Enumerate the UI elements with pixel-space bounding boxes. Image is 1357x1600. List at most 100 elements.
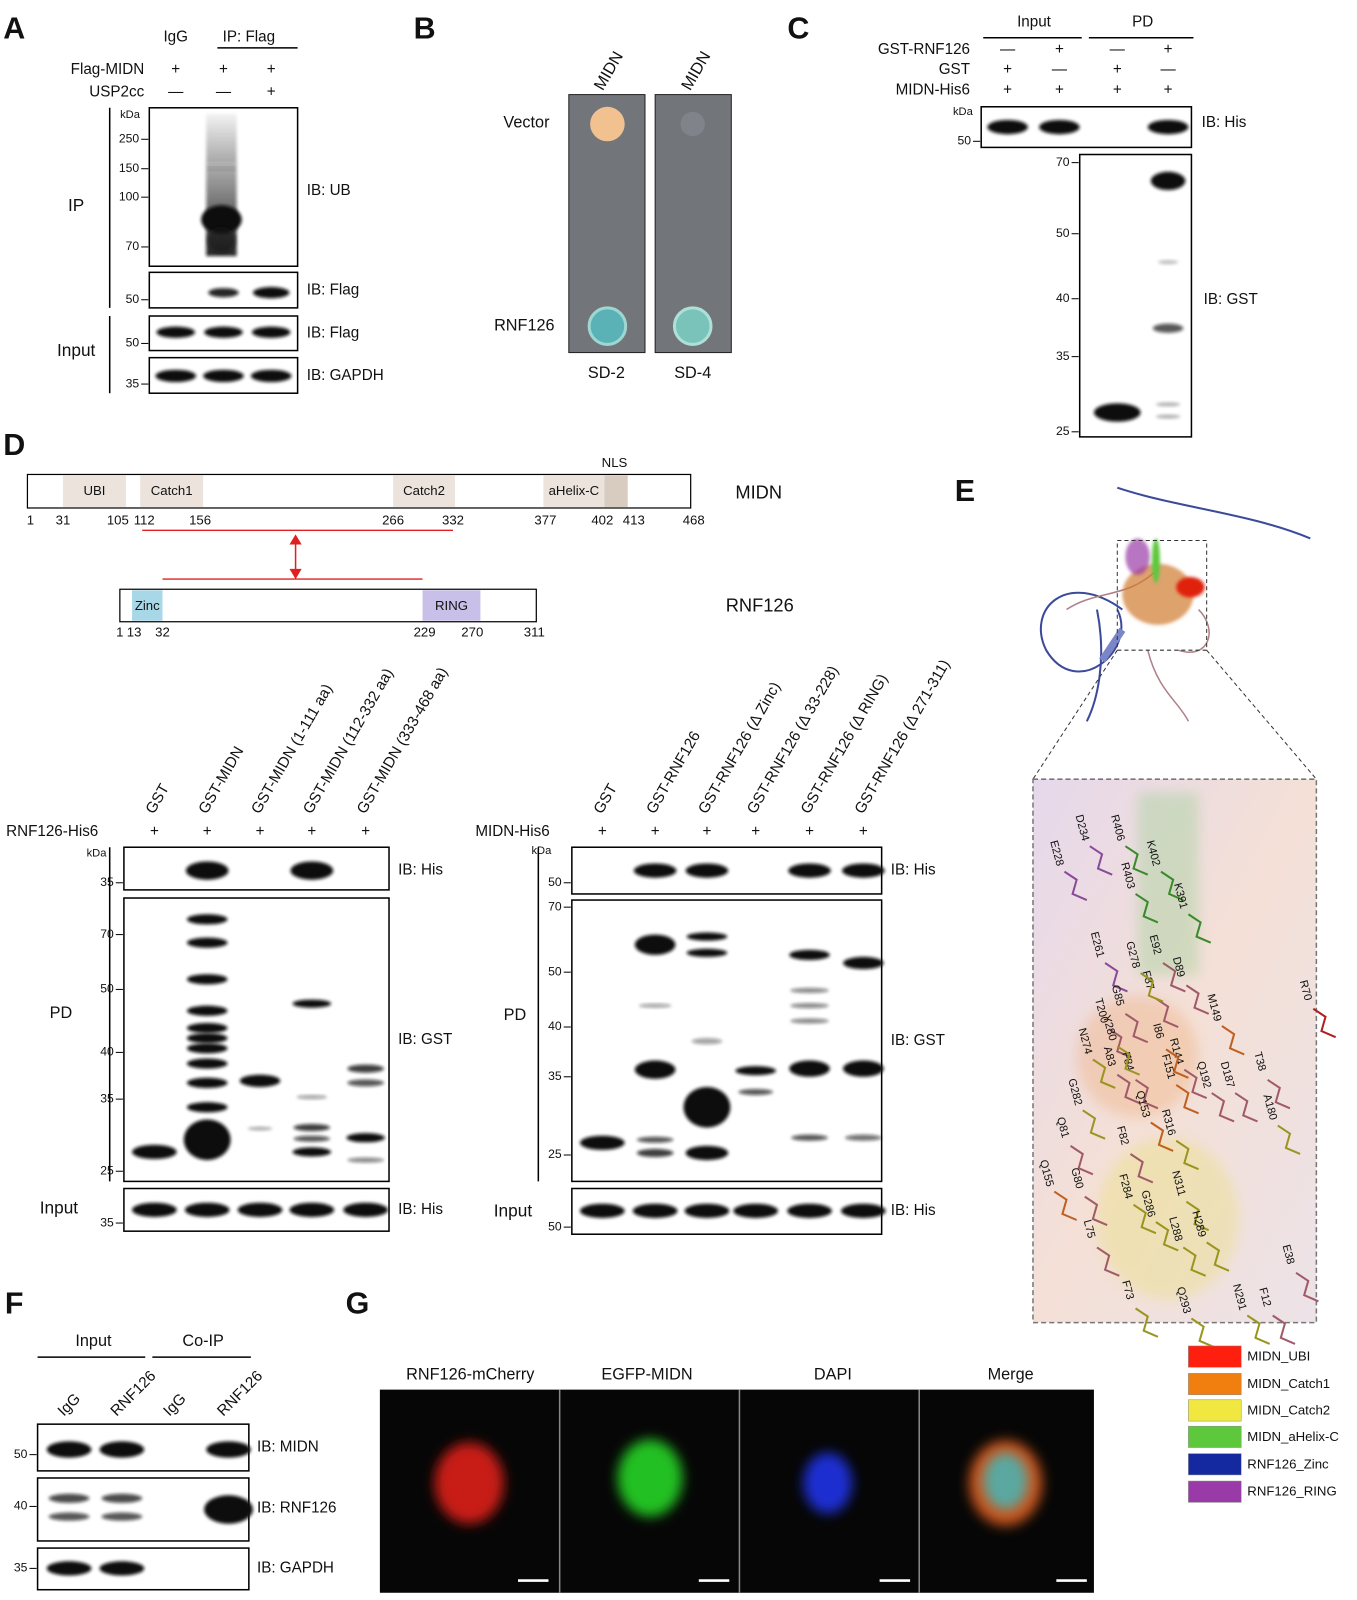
band (791, 1134, 828, 1141)
panel-label: D (3, 428, 25, 462)
band (186, 1043, 228, 1054)
kda-marker: 40 (14, 1499, 28, 1513)
band (636, 1148, 674, 1158)
side-chain (1234, 1092, 1258, 1123)
catch-bg (1096, 1137, 1240, 1301)
blot (123, 897, 390, 1183)
panel-label: G (346, 1286, 370, 1320)
band (186, 1102, 228, 1113)
row-label: RNF126 (494, 316, 555, 334)
position: 105 (107, 513, 129, 528)
band (632, 1203, 678, 1218)
panel-label: B (414, 12, 436, 46)
band (638, 1003, 672, 1008)
kda-marker: 50 (126, 336, 140, 350)
band (685, 863, 729, 878)
kda-marker: 35 (1056, 349, 1070, 363)
band (101, 1493, 143, 1503)
band (787, 1203, 832, 1218)
sign: + (1113, 61, 1122, 78)
kda-marker: 50 (14, 1447, 28, 1461)
zoom-box (1116, 539, 1208, 651)
band (293, 1135, 331, 1142)
legend-label: MIDN_Catch1 (1247, 1376, 1330, 1391)
band (208, 288, 239, 298)
band (789, 1060, 830, 1077)
band (789, 949, 830, 960)
domain (543, 475, 605, 507)
side-chain (1104, 962, 1128, 993)
residue-label: A83 (1101, 1045, 1118, 1067)
band (1093, 403, 1141, 422)
sign: + (267, 61, 276, 78)
sign: + (267, 84, 276, 101)
row-label: GST (939, 61, 970, 78)
group-label: PD (504, 1006, 527, 1024)
band (1147, 119, 1189, 135)
ib-label: IB: GST (1204, 291, 1258, 308)
band (788, 863, 831, 878)
band (347, 1064, 384, 1073)
band (185, 861, 229, 880)
legend-label: RNF126_Zinc (1247, 1456, 1329, 1471)
band (132, 1144, 177, 1160)
band (186, 974, 228, 985)
side-chain (1272, 1314, 1296, 1345)
band (685, 1145, 729, 1161)
side-chain (1182, 1246, 1207, 1277)
band (203, 369, 244, 383)
kda-marker: 35 (126, 376, 140, 390)
cell (983, 1452, 1028, 1510)
band (633, 863, 677, 878)
sign: + (256, 823, 265, 840)
sign: — (1000, 41, 1016, 58)
ib-label: IB: His (398, 862, 443, 879)
kda-marker: 40 (100, 1045, 114, 1059)
side-chain (1135, 893, 1159, 924)
band (186, 1005, 228, 1016)
side-chain (1185, 1200, 1210, 1232)
unit: kDa (120, 109, 141, 121)
column-label: IP: Flag (223, 29, 275, 46)
kda-marker: 35 (100, 1215, 114, 1229)
legend-label: MIDN_aHelix-C (1247, 1429, 1339, 1444)
band (790, 987, 829, 993)
sign: + (859, 823, 868, 840)
medium-label: SD-4 (674, 364, 711, 382)
position: 156 (189, 513, 211, 528)
unit: kDa (531, 845, 552, 857)
band (206, 1441, 251, 1458)
band (46, 1561, 92, 1576)
channel-label: EGFP-MIDN (601, 1366, 692, 1384)
protein-name: MIDN (735, 482, 782, 503)
panel-label: E (955, 474, 975, 508)
row-label: RNF126-His6 (6, 823, 98, 840)
position: 229 (414, 624, 436, 639)
band (733, 1203, 779, 1218)
band (201, 205, 242, 234)
side-chain (1183, 1068, 1208, 1100)
band (346, 1133, 385, 1143)
band (790, 1018, 829, 1024)
band (579, 1135, 625, 1150)
side-chain (1155, 1221, 1179, 1252)
residue-label: T38 (1251, 1051, 1268, 1073)
kda-marker: 50 (1056, 226, 1070, 240)
band (634, 1060, 676, 1079)
zoom-line (1032, 649, 1118, 780)
domain (604, 475, 628, 507)
kda-marker: 25 (548, 1147, 562, 1161)
band (289, 1202, 335, 1217)
side-chain (1160, 870, 1184, 901)
sign: — (216, 84, 232, 101)
band (842, 863, 885, 878)
sign: — (1052, 61, 1068, 78)
domain-label: Catch1 (151, 483, 193, 498)
position: 1 (116, 624, 123, 639)
ib-label: IB: GAPDH (257, 1559, 334, 1576)
band (1155, 414, 1181, 419)
legend-label: MIDN_Catch2 (1247, 1402, 1330, 1417)
group-label: IP (68, 195, 84, 215)
side-chain (1165, 1048, 1189, 1079)
band (251, 326, 291, 338)
